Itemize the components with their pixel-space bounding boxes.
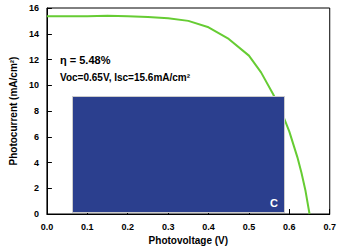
svg-text:12: 12 <box>29 55 39 65</box>
svg-text:0.3: 0.3 <box>162 222 175 232</box>
svg-text:0.1: 0.1 <box>81 222 94 232</box>
svg-text:0.4: 0.4 <box>202 222 215 232</box>
svg-text:16: 16 <box>29 3 39 13</box>
svg-text:η = 5.48%: η = 5.48% <box>60 54 111 66</box>
svg-text:Photocurrent (mA/cm²): Photocurrent (mA/cm²) <box>8 57 19 166</box>
svg-text:0.0: 0.0 <box>41 222 54 232</box>
svg-text:Photovoltage (V): Photovoltage (V) <box>149 235 228 246</box>
svg-text:0.2: 0.2 <box>121 222 134 232</box>
svg-text:8: 8 <box>34 106 39 116</box>
svg-text:0.7: 0.7 <box>323 222 336 232</box>
svg-text:0: 0 <box>34 209 39 219</box>
svg-text:0.5: 0.5 <box>243 222 256 232</box>
svg-text:6: 6 <box>34 132 39 142</box>
svg-text:0.6: 0.6 <box>283 222 296 232</box>
svg-text:14: 14 <box>29 29 39 39</box>
svg-text:2: 2 <box>34 183 39 193</box>
svg-text:C: C <box>270 197 278 209</box>
svg-text:4: 4 <box>34 158 39 168</box>
svg-text:Voc=0.65V, Isc=15.6mA/cm²: Voc=0.65V, Isc=15.6mA/cm² <box>60 72 191 83</box>
svg-text:10: 10 <box>29 80 39 90</box>
